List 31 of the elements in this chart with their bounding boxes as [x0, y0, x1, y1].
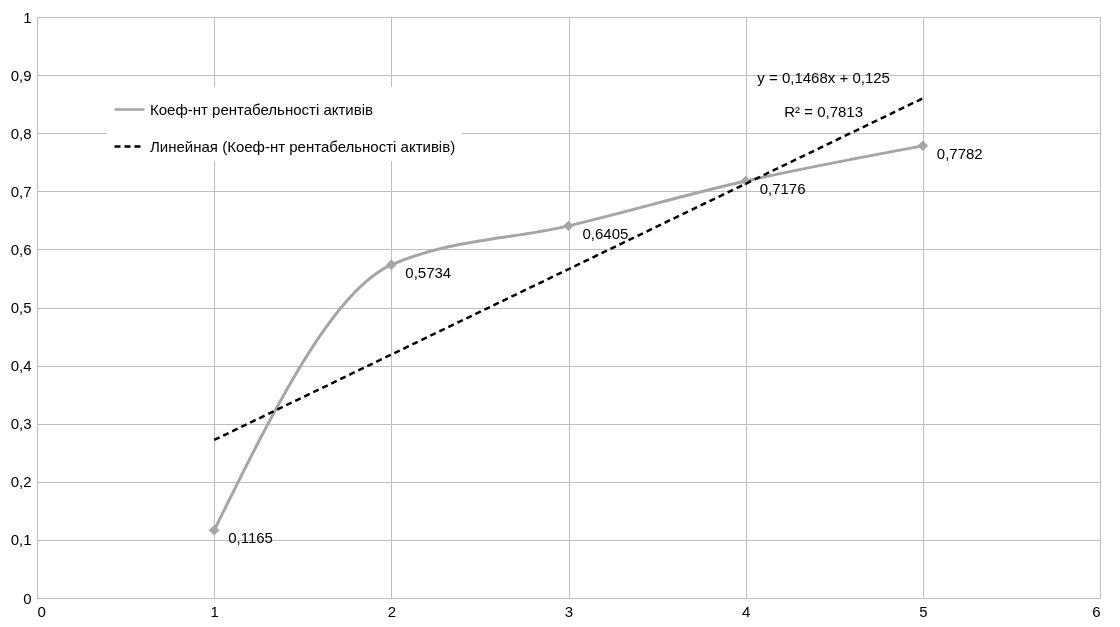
- point: [563, 220, 574, 232]
- y-tick-label: 0: [23, 589, 32, 607]
- y-tick-label: 0,9: [10, 66, 32, 84]
- legend-label: Коеф-нт рентабельності активів: [150, 100, 374, 118]
- data-label: 0,1165: [228, 529, 273, 547]
- annotation: R² = 0,7813: [784, 103, 864, 120]
- x-tick-label: 1: [210, 602, 219, 620]
- x-tick-label: 6: [1092, 602, 1101, 620]
- y-tick-label: 0,4: [10, 357, 32, 375]
- y-tick-label: 0,2: [10, 473, 32, 491]
- legend-label: Линейная (Коеф-нт рентабельності активів): [150, 137, 456, 155]
- y-tick-label: 0,1: [10, 531, 32, 549]
- point: [917, 140, 929, 152]
- data-label: 0,7176: [759, 180, 806, 198]
- y-tick-label: 0,7: [10, 182, 32, 200]
- point: [386, 259, 397, 271]
- x-tick-label: 3: [564, 602, 574, 620]
- y-tick-label: 0,8: [10, 124, 32, 142]
- data-label: 0,6405: [582, 224, 629, 242]
- y-tick-label: 0,5: [10, 299, 32, 316]
- y-tick-label: 1: [23, 8, 32, 26]
- x-tick-label: 2: [387, 602, 397, 620]
- x-tick-label: 0: [37, 602, 46, 620]
- y-tick-label: 0,3: [10, 415, 32, 433]
- x-tick-label: 5: [919, 602, 928, 620]
- data-label: 0,5734: [405, 263, 452, 281]
- point: [208, 525, 220, 536]
- x-tick-label: 4: [741, 602, 751, 620]
- annotation: y = 0,1468x + 0,125: [757, 69, 890, 86]
- y-tick-label: 0,6: [10, 240, 32, 258]
- data-label: 0,7782: [936, 144, 983, 162]
